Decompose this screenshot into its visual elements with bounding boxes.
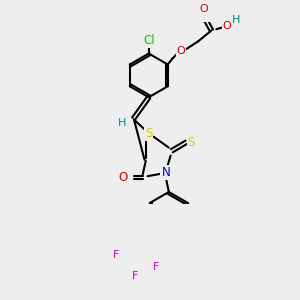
Text: O: O (200, 4, 208, 14)
Text: F: F (153, 262, 159, 272)
Text: F: F (132, 271, 139, 281)
Text: H: H (232, 14, 240, 25)
Text: O: O (119, 171, 128, 184)
Text: F: F (113, 250, 119, 260)
Text: O: O (177, 46, 185, 56)
Text: O: O (223, 21, 232, 31)
Text: H: H (118, 118, 126, 128)
Text: Cl: Cl (143, 34, 154, 47)
Text: N: N (161, 166, 170, 179)
Text: S: S (145, 127, 152, 140)
Text: S: S (188, 136, 195, 149)
